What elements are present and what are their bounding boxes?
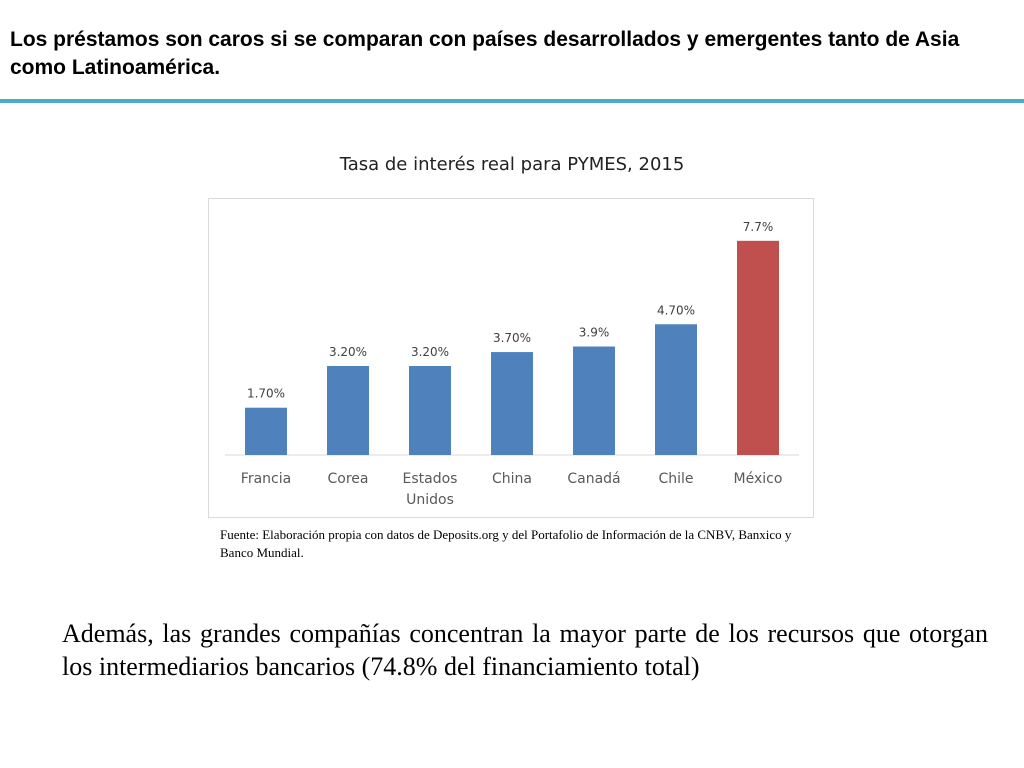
category-label-2: Estados Unidos (403, 471, 458, 508)
data-label-3: 3.70% (493, 331, 531, 345)
data-label-6: 7.7% (743, 220, 774, 234)
data-label-0: 1.70% (247, 387, 285, 401)
chart-title: Tasa de interés real para PYMES, 2015 (339, 154, 685, 175)
category-label-5: Chile (658, 471, 693, 487)
bar-5 (655, 324, 697, 455)
data-label-1: 3.20% (329, 345, 367, 359)
data-label-2: 3.20% (411, 345, 449, 359)
category-label-6: México (734, 471, 783, 487)
bar-6 (737, 240, 779, 455)
category-label-4: Canadá (567, 471, 620, 487)
bar-4 (573, 346, 615, 455)
source-note: Fuente: Elaboración propia con datos de … (220, 527, 792, 560)
bar-0 (245, 407, 287, 455)
data-label-5: 4.70% (657, 303, 695, 317)
header-divider (0, 99, 1024, 103)
slide-headline: Los préstamos son caros si se comparan c… (10, 28, 960, 79)
body-paragraph: Además, las grandes compañías concentran… (62, 619, 988, 681)
bar-chart: 1.70% Francia 3.20% Corea 3.20% Estados Unidos… (225, 220, 799, 508)
data-label-4: 3.9% (579, 326, 610, 340)
chart-frame: 1.70% Francia 3.20% Corea 3.20% Estados Unidos… (208, 198, 814, 518)
category-label-1: Corea (328, 471, 369, 487)
category-label-0: Francia (241, 471, 291, 487)
bar-2 (409, 365, 451, 455)
bar-1 (327, 365, 369, 455)
bar-3 (491, 352, 533, 455)
category-label-3: China (492, 471, 532, 487)
